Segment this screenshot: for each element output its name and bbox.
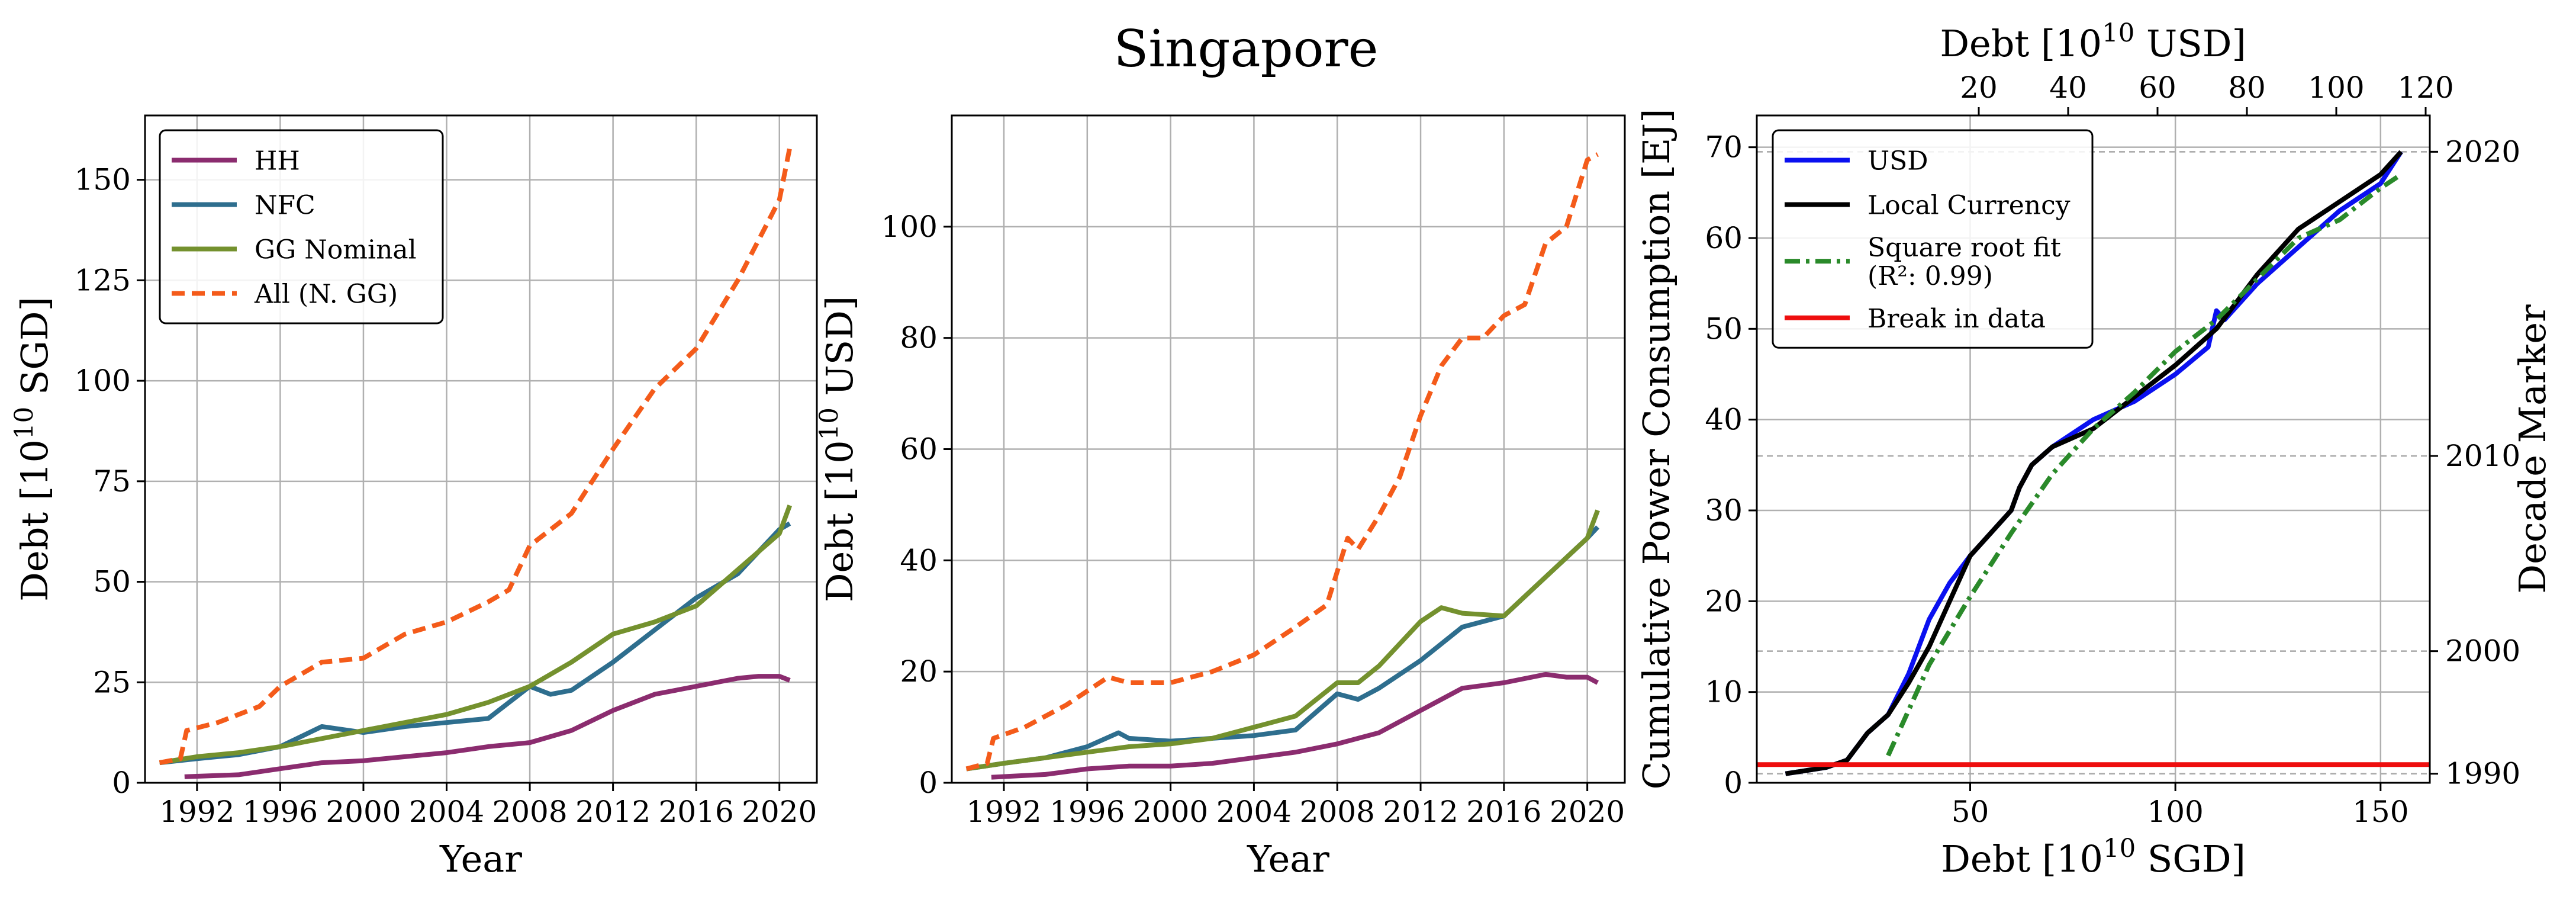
y-tick-label: 60 [1705, 221, 1743, 255]
top-x-tick-label: 100 [2308, 70, 2364, 105]
y-tick-label: 25 [93, 665, 131, 699]
legend-label: NFC [255, 191, 315, 221]
y-tick-label: 70 [1705, 130, 1743, 165]
top-x-tick-label: 20 [1960, 70, 1998, 105]
y-axis-label: Cumulative Power Consumption [EJ] [1635, 109, 1678, 790]
panel-sgd-debt: 1992 1996 2000 2004 2008 2012 2016 2020 0 25 50 75 1… [9, 114, 818, 880]
y-tick-label: 20 [1705, 584, 1743, 618]
legend-label: GG Nominal [255, 235, 417, 265]
x-tick-label: 2016 [1466, 795, 1541, 829]
y-tick-label: 20 [900, 654, 938, 689]
right-y-axis-label: Decade Marker [2511, 304, 2554, 594]
x-tick-label: 100 [2147, 795, 2203, 829]
x-axis-label: Debt [1010 SGD] [1941, 834, 2246, 880]
legend-label: USD [1867, 146, 1928, 176]
series-line-gg-nominal [159, 504, 793, 766]
y-tick-label: 100 [75, 364, 131, 398]
y-tick-label: 125 [75, 263, 131, 297]
right-y-tick-label: 2000 [2445, 634, 2520, 669]
y-axis-label: Debt [1010 SGD] [9, 297, 56, 602]
legend-label: Square root fit [1867, 233, 2061, 263]
legend-label: All (N. GG) [254, 279, 398, 310]
x-tick-label: 2016 [659, 795, 734, 829]
x-axis-label: Year [439, 837, 522, 880]
x-tick-label: 2020 [1550, 795, 1625, 829]
legend-label: Local Currency [1867, 191, 2071, 221]
x-tick-label: 2000 [326, 795, 401, 829]
top-x-tick-label: 40 [2049, 70, 2087, 105]
y-tick-label: 75 [93, 464, 131, 499]
y-axis-label: Debt [1010 USD] [814, 296, 861, 602]
series-line-local-currency [1785, 150, 2403, 776]
y-tick-label: 0 [1724, 766, 1743, 800]
right-y-tick-label: 2020 [2445, 134, 2520, 169]
x-tick-label: 150 [2352, 795, 2408, 829]
y-tick-label: 0 [919, 766, 938, 800]
y-tick-label: 0 [112, 766, 131, 800]
x-tick-label: 2012 [575, 795, 651, 829]
y-tick-label: 100 [881, 210, 938, 244]
x-tick-label: 2008 [1300, 795, 1375, 829]
y-tick-label: 40 [900, 543, 938, 577]
top-x-axis-label: Debt [1010 USD] [1940, 18, 2246, 65]
legend-box [1772, 129, 2094, 349]
x-tick-label: 2020 [742, 795, 817, 829]
x-tick-label: 1996 [1049, 795, 1125, 829]
series-line-gg-nominal [966, 509, 1600, 772]
series-line-all-n-gg [965, 152, 1599, 772]
y-tick-label: 60 [900, 432, 938, 467]
y-tick-label: 80 [900, 321, 938, 355]
panel-power-vs-debt: 50 100 150 0 10 20 30 40 50 60 70 Debt [1010 SGD] Cu… [1635, 18, 2554, 880]
legend-label: Break in data [1867, 304, 2046, 334]
y-tick-label: 10 [1705, 675, 1743, 709]
x-axis-label: Year [1247, 837, 1329, 880]
top-x-tick-label: 80 [2228, 70, 2266, 105]
legend-label-sub: (R²: 0.99) [1867, 261, 1993, 291]
x-tick-label: 2004 [1216, 795, 1292, 829]
axes-frame [144, 114, 818, 784]
legend-label: HH [255, 146, 300, 176]
y-tick-label: 50 [1705, 311, 1743, 346]
legend-box [159, 129, 444, 324]
x-tick-label: 2012 [1383, 795, 1458, 829]
x-tick-label: 2004 [409, 795, 484, 829]
figure-title: Singapore [1114, 20, 1379, 79]
x-tick-label: 1992 [159, 795, 234, 829]
y-tick-label: 150 [75, 163, 131, 197]
x-tick-label: 1996 [243, 795, 318, 829]
axes-frame [1756, 114, 2431, 784]
top-x-tick-label: 120 [2397, 70, 2453, 105]
right-y-tick-label: 2010 [2445, 439, 2520, 473]
series-line-square-root-fit [1886, 172, 2403, 757]
x-tick-label: 50 [1952, 795, 1989, 829]
y-tick-label: 50 [93, 565, 131, 599]
series-line-hh [184, 674, 791, 779]
series-line-all-n-gg [159, 147, 793, 766]
x-tick-label: 2008 [492, 795, 567, 829]
top-x-tick-label: 60 [2139, 70, 2176, 105]
series-line-hh [991, 671, 1599, 780]
panel-usd-debt: 1992 1996 2000 2004 2008 2012 2016 2020 0 20 40 60 8… [814, 114, 1626, 880]
x-tick-label: 2000 [1133, 795, 1208, 829]
y-tick-label: 30 [1705, 493, 1743, 528]
y-tick-label: 40 [1705, 403, 1743, 437]
right-y-tick-label: 1990 [2445, 757, 2520, 791]
x-tick-label: 1992 [966, 795, 1041, 829]
